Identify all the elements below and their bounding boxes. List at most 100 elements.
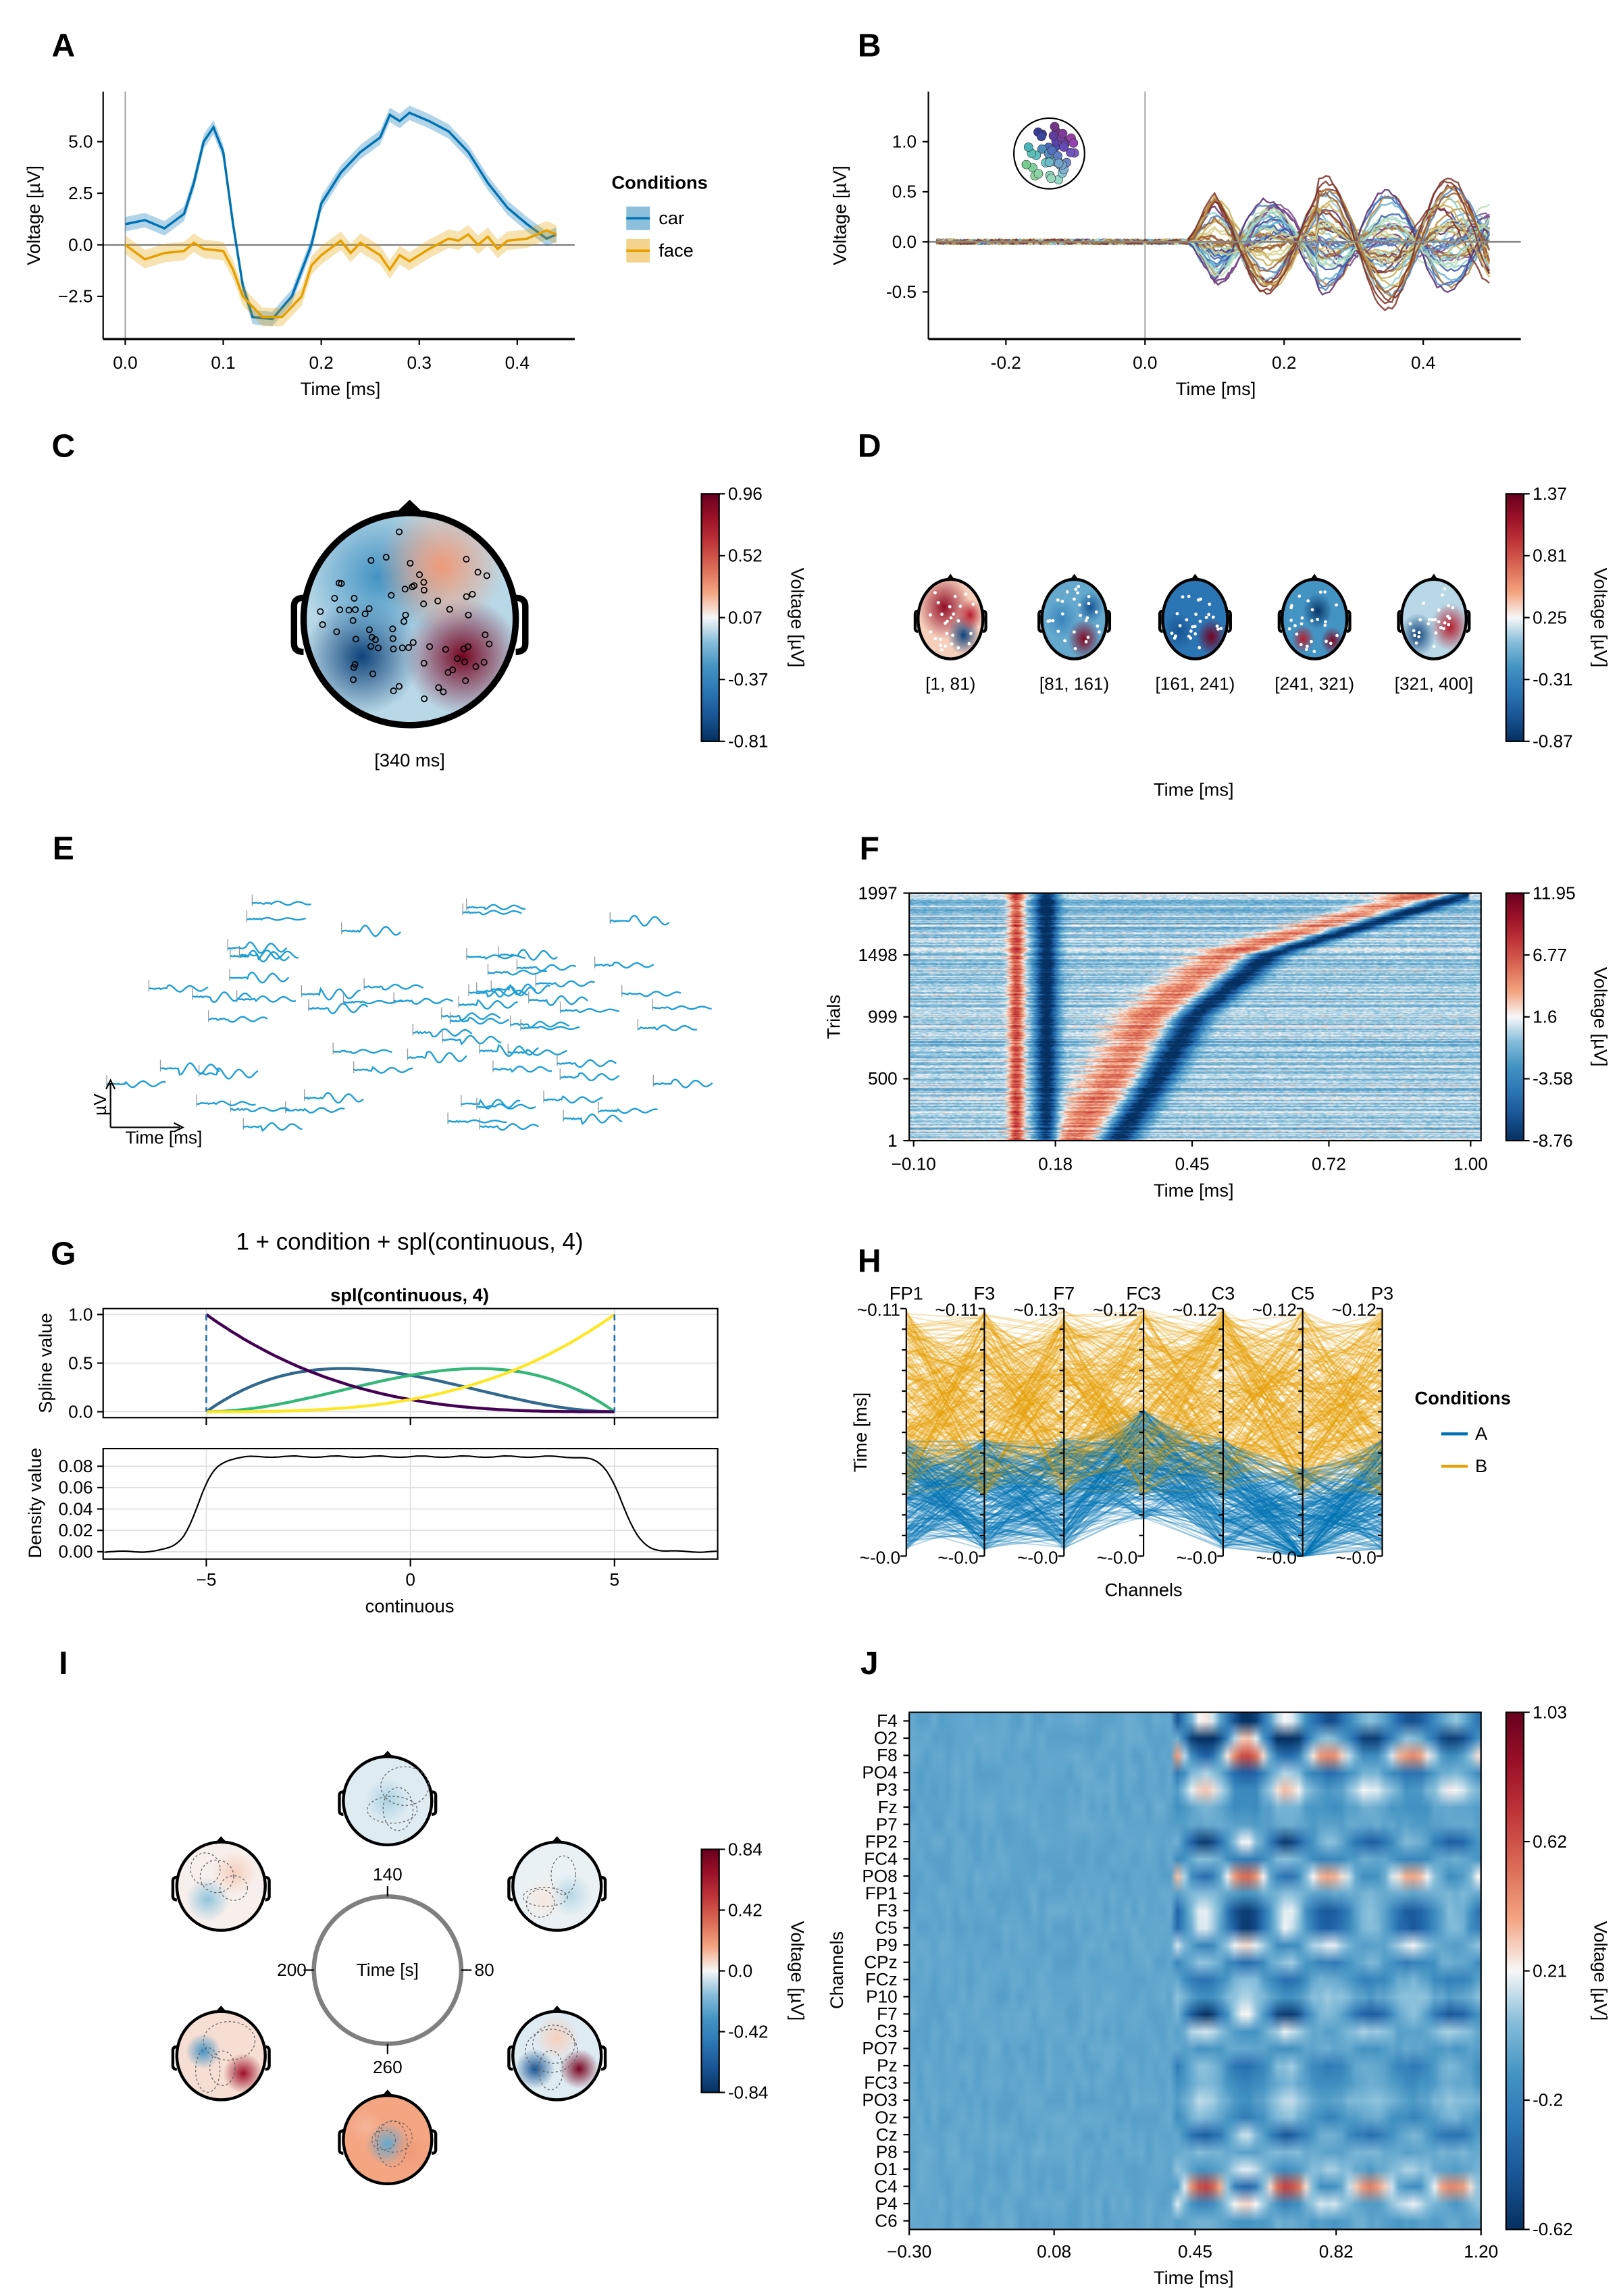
topoplot-bin <box>1277 573 1352 660</box>
channel-label: FC4 <box>864 1848 897 1869</box>
electrode-marker <box>1048 619 1052 623</box>
colorbar-tick-label: 0.62 <box>1533 1831 1567 1852</box>
colorbar-tick-label: 1.37 <box>1533 484 1567 504</box>
channel-label: F7 <box>877 2004 898 2024</box>
channel-label: O1 <box>874 2159 898 2179</box>
panel-D-topoplot-series: [1, 81) [81, 161) [161, 241) [241, 321) [321… <box>925 673 1473 800</box>
electrode-color-dot <box>1044 157 1054 167</box>
electrode-marker <box>1204 615 1208 619</box>
electrode-marker <box>361 610 369 618</box>
channel-trace-group <box>466 898 526 911</box>
contour-line <box>199 1859 234 1894</box>
electrode-marker <box>1098 630 1101 634</box>
topo-blob <box>378 513 505 630</box>
colorbar-tick-label: -0.31 <box>1533 669 1573 689</box>
electrode-marker <box>1178 624 1182 627</box>
axis-name: FC3 <box>1126 1283 1161 1304</box>
topoplot-bin <box>913 573 987 660</box>
electrode-marker <box>420 600 428 608</box>
nose-icon <box>215 1836 228 1844</box>
channel-trace-group <box>341 922 401 937</box>
channel-trace-group <box>468 984 528 998</box>
channel-trace <box>343 999 403 1005</box>
electrode-marker <box>1305 644 1309 648</box>
electrode-marker <box>1318 590 1322 594</box>
topo-map <box>176 2011 265 2100</box>
ear-icon <box>171 1875 177 1902</box>
legend-title: Conditions <box>1415 1388 1511 1409</box>
channel-trace-group <box>559 1001 620 1014</box>
electrode-marker <box>464 643 471 650</box>
electrode-marker <box>1426 622 1431 626</box>
electrode-color-dot <box>1021 159 1031 169</box>
electrode-marker <box>1413 633 1416 637</box>
electrode-marker <box>1193 625 1197 629</box>
legend-label-A: A <box>1475 1423 1488 1444</box>
channel-trace-group <box>236 990 297 1003</box>
ear-icon <box>1277 609 1283 633</box>
topo-blob <box>365 1778 410 1823</box>
colorbar-title: Voltage [µV] <box>1591 1921 1612 2021</box>
y-tick-label: −2.5 <box>58 286 93 307</box>
electrode-marker <box>349 617 357 624</box>
contour-line <box>525 2029 578 2073</box>
channel-trace <box>449 1017 510 1025</box>
channel-trace <box>247 916 306 921</box>
channel-position-legend-icon <box>1012 117 1085 190</box>
topo-blob <box>185 2033 222 2069</box>
channel-trace-group <box>621 985 681 997</box>
ear-icon <box>265 1875 271 1902</box>
channel-trace-group <box>447 1112 507 1125</box>
electrode-marker <box>1170 631 1174 635</box>
channel-trace-group <box>251 894 311 906</box>
electrode-marker <box>409 639 417 646</box>
y-tick-label: 1 <box>887 1130 898 1151</box>
electrode-marker <box>1073 647 1077 650</box>
channel-trace <box>492 1065 552 1073</box>
panel-letter-A: A <box>51 28 75 63</box>
electrode-marker <box>1437 620 1441 624</box>
channel-trace <box>407 1051 467 1064</box>
electrode-marker <box>1094 610 1098 614</box>
bin-label: [321, 400] <box>1395 673 1473 694</box>
axis-name: P3 <box>1371 1283 1393 1304</box>
topoplot-time-point <box>171 2006 271 2102</box>
x-tick-label: 0.45 <box>1175 1154 1210 1174</box>
channel-label: P4 <box>876 2193 898 2214</box>
channel-trace-group <box>303 1089 364 1104</box>
channel-trace-group <box>301 985 361 1001</box>
legend: Conditions AB <box>1415 1388 1511 1476</box>
axis-max-label: ~0.12 <box>1252 1300 1297 1320</box>
channel-trace-group <box>192 988 252 1003</box>
electrode-marker <box>953 594 957 598</box>
electrode-marker <box>351 660 359 668</box>
channel-trace <box>208 1016 268 1023</box>
channel-trace-group <box>407 1048 467 1064</box>
axis-name: F3 <box>974 1283 996 1304</box>
electrode-marker <box>1194 612 1198 617</box>
electrode-marker <box>1087 602 1091 606</box>
axis-legend-y: µV <box>90 1093 110 1116</box>
channel-label: PO4 <box>862 1763 897 1783</box>
electrode-marker <box>1446 615 1450 619</box>
x-tick-label: −0.30 <box>887 2241 931 2262</box>
x-axis-label: Time [ms] <box>1176 378 1256 399</box>
channel-trace <box>563 1114 623 1125</box>
channel-trace <box>242 1122 303 1132</box>
panel-letter-E: E <box>53 831 74 866</box>
channel-trace <box>363 983 423 991</box>
electrode-marker <box>1441 593 1445 597</box>
topoplot-time-point <box>338 2089 438 2185</box>
axis-name: F7 <box>1053 1283 1075 1304</box>
contour-line <box>220 1875 249 1901</box>
channel-trace <box>304 1092 364 1104</box>
ear-icon <box>338 2129 344 2155</box>
channel-trace-group <box>363 978 423 991</box>
y-tick-label: 0.0 <box>892 232 917 252</box>
electrode-marker <box>1443 621 1447 625</box>
x-tick-label: 0.3 <box>407 353 432 373</box>
ci-band-face <box>125 221 557 327</box>
channel-trace-group <box>230 1100 290 1113</box>
electrode-marker <box>407 560 414 567</box>
colorbar-tick-label: 0.42 <box>728 1900 763 1920</box>
